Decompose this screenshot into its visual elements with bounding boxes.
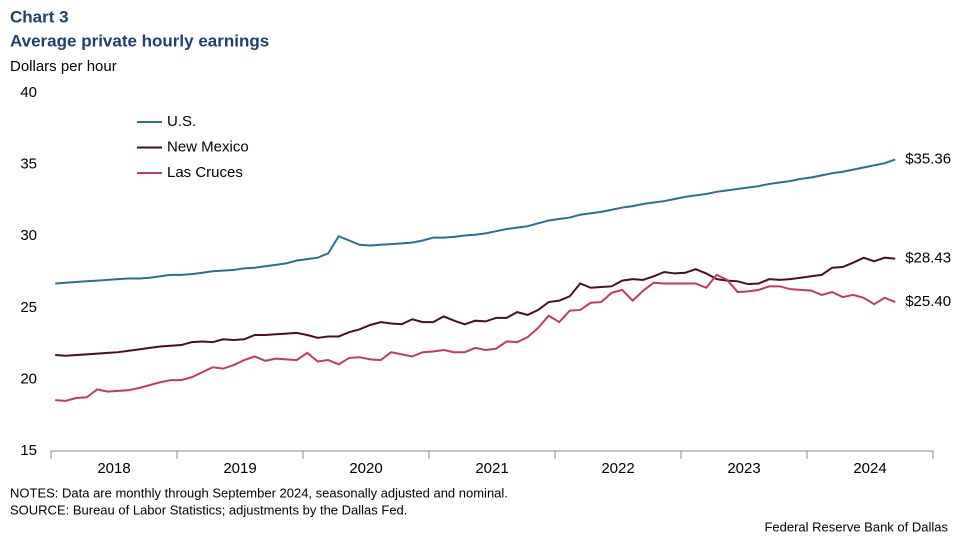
series-line <box>55 273 896 402</box>
x-tick-label: 2024 <box>853 460 886 477</box>
x-tick-label: 2022 <box>601 460 634 477</box>
y-tick-label: 20 <box>20 370 37 387</box>
y-tick-label: 35 <box>20 156 37 173</box>
legend-label: Las Cruces <box>167 164 243 181</box>
series-line <box>55 158 896 285</box>
legend-label: New Mexico <box>167 138 249 155</box>
end-value-label: $28.43 <box>905 250 951 267</box>
y-tick-label: 15 <box>20 442 37 459</box>
x-tick-label: 2019 <box>223 460 256 477</box>
chart-subtitle: Average private hourly earnings <box>10 31 269 50</box>
chart-title: Chart 3 <box>10 7 69 26</box>
credit: Federal Reserve Bank of Dallas <box>764 519 948 534</box>
x-tick-label: 2018 <box>97 460 130 477</box>
y-tick-label: 40 <box>20 84 37 101</box>
x-tick-label: 2023 <box>727 460 760 477</box>
y-tick-label: 25 <box>20 299 37 316</box>
source: SOURCE: Bureau of Labor Statistics; adju… <box>10 502 407 517</box>
x-tick-label: 2020 <box>349 460 382 477</box>
x-tick-label: 2021 <box>475 460 508 477</box>
y-axis-label: Dollars per hour <box>10 58 117 75</box>
notes: NOTES: Data are monthly through Septembe… <box>10 485 508 500</box>
end-value-label: $25.40 <box>905 293 951 310</box>
series-line <box>55 256 896 357</box>
y-tick-label: 30 <box>20 227 37 244</box>
legend-label: U.S. <box>167 113 196 130</box>
end-value-label: $35.36 <box>905 150 951 167</box>
